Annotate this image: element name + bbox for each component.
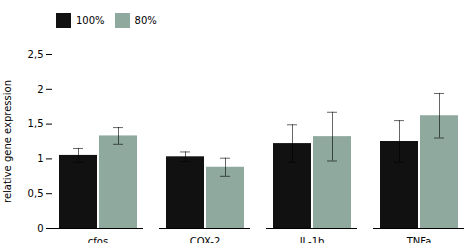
svg-text:0: 0 [37,223,43,234]
svg-text:0,5: 0,5 [28,188,44,199]
html-text:100%: 100% [76,15,105,26]
svg-text:TNFa: TNFa [406,236,432,243]
svg-text:relative gene expression: relative gene expression [2,80,13,203]
svg-text:cfos: cfos [88,236,108,243]
svg-text:2,5: 2,5 [28,49,44,60]
svg-text:COX-2: COX-2 [190,236,221,243]
svg-text:1: 1 [37,153,43,164]
svg-text:IL-1b: IL-1b [300,236,325,243]
svg-text:2: 2 [37,84,43,95]
svg-text:1,5: 1,5 [28,118,44,129]
html-text:80%: 80% [134,15,157,26]
